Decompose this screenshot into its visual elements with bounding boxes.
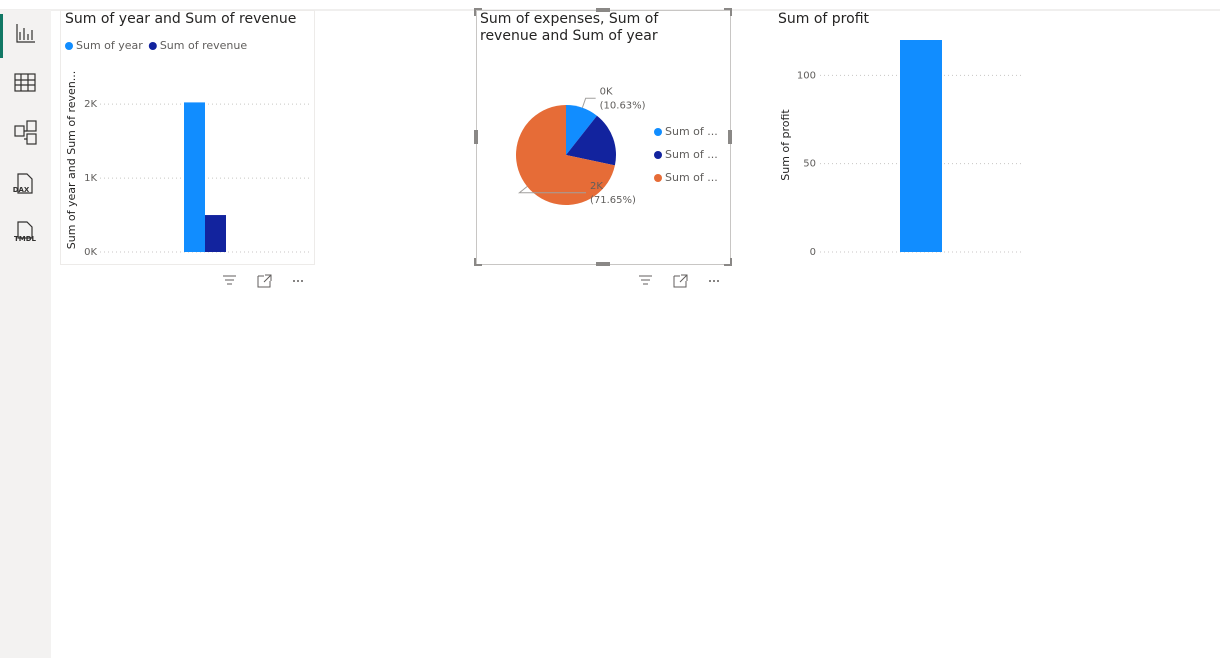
legend-marker: [148, 42, 157, 50]
more-options-icon[interactable]: [709, 280, 719, 282]
y-tick-label: 50: [803, 159, 816, 170]
y-tick-label: 100: [797, 70, 816, 81]
chart-title: Sum of profit: [778, 11, 869, 27]
legend-label: Sum of ...: [665, 171, 718, 184]
leader-line: [581, 97, 596, 108]
y-axis-title: Sum of year and Sum of reven...: [65, 71, 78, 250]
sidebar-label: TMDL: [14, 235, 37, 243]
more-options-icon[interactable]: [293, 280, 303, 282]
legend-marker: [654, 128, 662, 136]
y-tick-label: 1K: [84, 173, 97, 184]
data-label: (71.65%): [590, 195, 636, 206]
legend-label: Sum of ...: [665, 148, 718, 161]
y-tick-label: 0K: [84, 247, 97, 258]
legend-label: Sum of revenue: [160, 39, 248, 52]
visual-frame: [60, 10, 315, 265]
legend-label: Sum of year: [76, 39, 143, 52]
legend-marker: [654, 174, 662, 182]
data-label: 2K: [590, 181, 603, 192]
active-indicator: [0, 14, 3, 58]
data-label: (10.63%): [600, 100, 646, 111]
sidebar-label: DAX: [13, 186, 30, 194]
sidebar: [0, 10, 51, 658]
visual-header-icons: [223, 274, 719, 288]
resize-handles[interactable]: [474, 8, 732, 266]
y-axis-title: Sum of profit: [779, 109, 792, 181]
filter-icon[interactable]: [639, 275, 652, 285]
bar: [184, 102, 205, 253]
data-label: 0K: [600, 86, 613, 97]
tmdl-view-icon[interactable]: [17, 221, 33, 239]
model-view-icon[interactable]: [14, 120, 37, 145]
pie-slice: [566, 105, 597, 155]
top-bar: [0, 0, 1220, 10]
y-tick-label: 0: [810, 247, 816, 258]
chart-title: Sum of year and Sum of revenue: [65, 11, 297, 27]
bar: [205, 215, 226, 252]
report-view-icon[interactable]: [16, 24, 35, 43]
table-view-icon[interactable]: [14, 73, 36, 92]
pie-slice: [566, 115, 616, 166]
focus-mode-icon[interactable]: [673, 274, 688, 288]
legend-marker: [65, 42, 73, 50]
leader-line: [517, 186, 586, 194]
legend-marker: [654, 151, 662, 159]
sidebar-icons: [14, 24, 37, 239]
legend-label: Sum of ...: [665, 125, 718, 138]
dax-view-icon[interactable]: [17, 173, 33, 194]
bar: [900, 40, 942, 252]
focus-mode-icon[interactable]: [257, 274, 272, 288]
chart-title: Sum of expenses, Sum of revenue and Sum …: [480, 11, 659, 44]
y-tick-label: 2K: [84, 99, 97, 110]
pie-slice: [516, 104, 615, 205]
filter-icon[interactable]: [223, 275, 236, 285]
